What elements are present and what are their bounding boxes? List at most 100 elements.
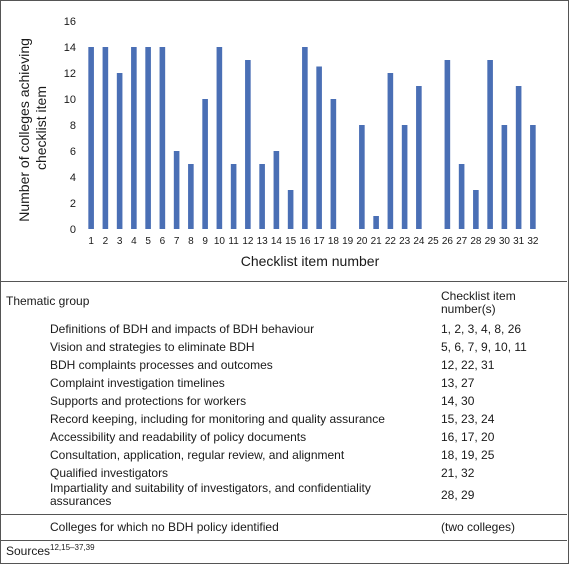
table-header-checklist-items-line-2: number(s) (441, 302, 496, 316)
x-tick-label: 10 (214, 236, 226, 247)
x-tick-label: 31 (513, 236, 525, 247)
table-header-checklist-items: Checklist item number(s) (441, 290, 516, 316)
y-axis-title-line-2: checklist item (33, 86, 49, 170)
y-tick-label: 8 (70, 120, 76, 132)
y-tick-label: 4 (70, 172, 76, 184)
bar-item-12 (245, 60, 251, 229)
checklist-item-numbers: 28, 29 (441, 488, 475, 502)
bar-item-29 (487, 60, 493, 229)
table-header-thematic-group: Thematic group (6, 294, 90, 308)
x-tick-label: 3 (117, 236, 123, 247)
x-tick-label: 14 (271, 236, 283, 247)
thematic-group-label: Consultation, application, regular revie… (50, 448, 345, 462)
no-policy-label: Colleges for which no BDH policy identif… (50, 520, 279, 534)
x-tick-label: 26 (442, 236, 454, 247)
x-tick-label: 20 (356, 236, 368, 247)
thematic-group-label: Supports and protections for workers (50, 394, 247, 408)
bar-item-13 (259, 164, 265, 229)
checklist-item-numbers: 18, 19, 25 (441, 448, 495, 462)
bar-item-8 (188, 164, 194, 229)
sources-note: Sources12,15–37,39 (6, 543, 95, 558)
x-tick-label: 29 (485, 236, 497, 247)
bar-item-27 (458, 164, 465, 229)
bar-item-10 (216, 47, 223, 229)
x-tick-label: 9 (202, 236, 208, 247)
thematic-group-label: Complaint investigation timelines (50, 376, 225, 390)
bar-item-2 (102, 47, 109, 229)
bar-item-24 (416, 86, 422, 229)
x-tick-label: 16 (299, 236, 311, 247)
bar-item-31 (515, 86, 522, 229)
thematic-group-label: Impartiality and suitability of investig… (50, 481, 371, 508)
y-axis-title-line-1: Number of colleges achieving (16, 38, 32, 222)
bar-item-4 (131, 47, 137, 229)
bar-item-6 (159, 47, 166, 229)
checklist-item-numbers: 15, 23, 24 (441, 412, 495, 426)
x-tick-label: 15 (285, 236, 297, 247)
checklist-item-numbers: 12, 22, 31 (441, 358, 495, 372)
x-tick-label: 17 (314, 236, 326, 247)
x-tick-label: 24 (413, 236, 425, 247)
x-tick-label: 23 (399, 236, 411, 247)
bar-item-3 (116, 73, 123, 229)
bar-item-20 (359, 125, 365, 229)
checklist-item-numbers: 13, 27 (441, 376, 475, 390)
thematic-group-label: Record keeping, including for monitoring… (50, 412, 385, 426)
x-tick-label: 4 (131, 236, 137, 247)
no-policy-value: (two colleges) (441, 520, 516, 534)
x-tick-label: 6 (160, 236, 166, 247)
y-axis-title: Number of colleges achieving checklist i… (16, 34, 49, 222)
x-tick-label: 25 (428, 236, 440, 247)
thematic-group-label: Qualified investigators (50, 466, 169, 480)
thematic-group-label: Accessibility and readability of policy … (50, 430, 307, 444)
x-axis-title: Checklist item number (241, 253, 380, 269)
y-tick-label: 6 (70, 146, 76, 158)
x-tick-label: 32 (527, 236, 539, 247)
chart-table-divider (0, 281, 567, 282)
x-tick-label: 12 (242, 236, 254, 247)
bar-item-9 (202, 99, 208, 229)
x-tick-label: 21 (371, 236, 383, 247)
bar-item-7 (173, 151, 180, 229)
x-tick-label: 30 (499, 236, 511, 247)
x-tick-label: 13 (257, 236, 269, 247)
bar-item-18 (330, 99, 337, 229)
bar-item-14 (273, 151, 280, 229)
bar-item-23 (401, 125, 408, 229)
bar-item-22 (387, 73, 394, 229)
y-tick-label: 2 (70, 198, 76, 210)
x-tick-label: 11 (228, 236, 239, 247)
bar-item-17 (316, 66, 322, 229)
x-tick-label: 19 (342, 236, 354, 247)
y-tick-label: 0 (70, 224, 76, 236)
thematic-group-label: BDH complaints processes and outcomes (50, 358, 273, 372)
checklist-item-numbers: 16, 17, 20 (441, 430, 495, 444)
bar-item-28 (473, 190, 479, 229)
bar-item-30 (501, 125, 508, 229)
x-tick-label: 28 (470, 236, 482, 247)
x-tick-label: 5 (145, 236, 151, 247)
bar-item-26 (444, 60, 451, 229)
x-tick-label: 2 (103, 236, 109, 247)
y-tick-label: 14 (64, 42, 76, 54)
y-tick-label: 10 (64, 94, 76, 106)
sources-references: 12,15–37,39 (50, 543, 95, 552)
bar-item-5 (145, 47, 151, 229)
checklist-item-numbers: 14, 30 (441, 394, 475, 408)
x-tick-label: 1 (88, 236, 94, 247)
checklist-item-numbers: 21, 32 (441, 466, 475, 480)
thematic-group-label: Vision and strategies to eliminate BDH (50, 340, 255, 354)
table-divider-1 (0, 514, 567, 515)
checklist-item-numbers: 1, 2, 3, 4, 8, 26 (441, 322, 522, 336)
table-header-checklist-items-line-1: Checklist item (441, 289, 516, 303)
bar-item-16 (302, 47, 308, 229)
x-tick-label: 18 (328, 236, 340, 247)
thematic-group-label: Definitions of BDH and impacts of BDH be… (50, 322, 315, 336)
bar-item-15 (287, 190, 294, 229)
table-divider-2 (0, 540, 567, 541)
y-tick-label: 16 (64, 16, 76, 28)
checklist-item-numbers: 5, 6, 7, 9, 10, 11 (441, 340, 527, 354)
x-tick-label: 22 (385, 236, 397, 247)
x-tick-label: 8 (188, 236, 194, 247)
